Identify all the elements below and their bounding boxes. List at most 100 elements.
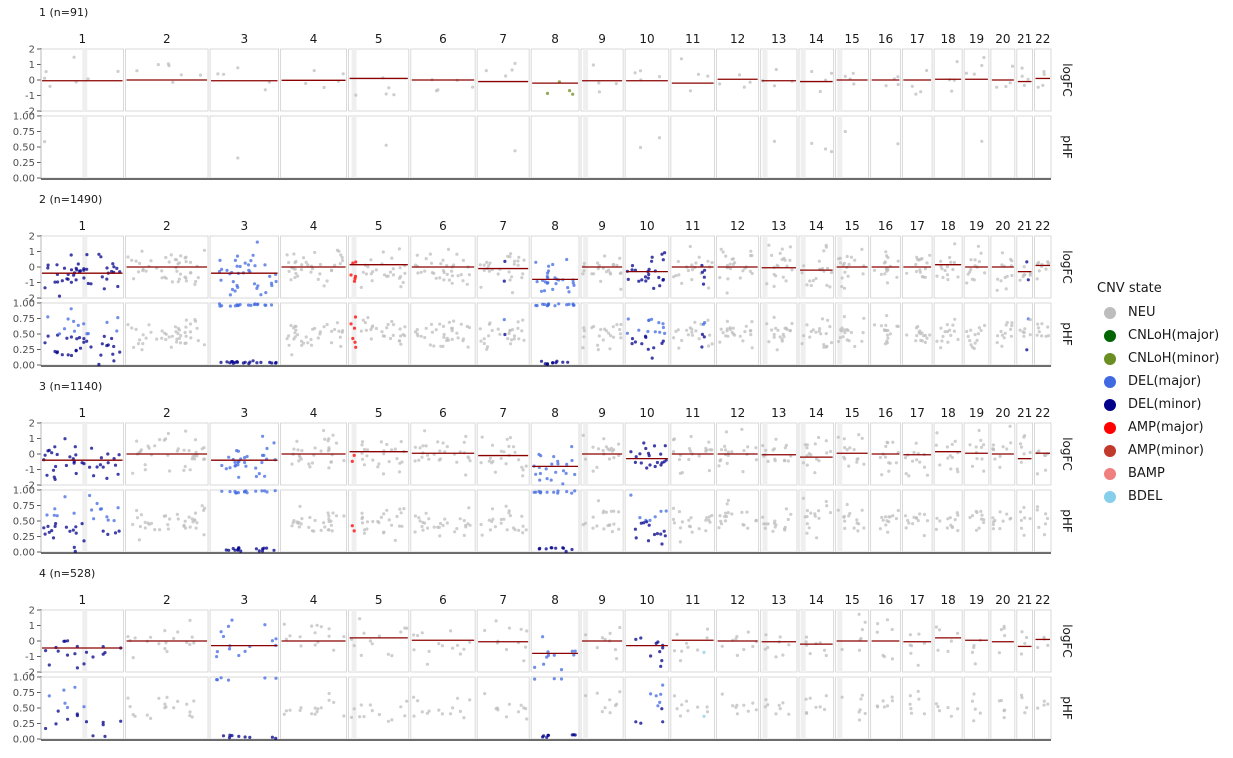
phf-point: [316, 336, 320, 340]
logfc-point: [591, 445, 595, 449]
phf-point: [362, 715, 366, 719]
logfc-point: [1008, 81, 1012, 85]
logfc-point: [1005, 447, 1009, 451]
legend-item: CNLoH(major): [1097, 324, 1233, 347]
logfc-point: [838, 256, 842, 260]
phf-point: [504, 504, 508, 508]
phf-point: [814, 330, 818, 334]
phf-points: [412, 695, 472, 720]
logfc-points: [718, 73, 752, 89]
legend-label: DEL(major): [1128, 374, 1202, 389]
logfc-point: [862, 462, 866, 466]
phf-point: [438, 521, 443, 526]
logfc-point: [391, 267, 395, 271]
logfc-point: [689, 434, 693, 439]
phf-point: [116, 316, 120, 320]
logfc-point: [546, 269, 551, 273]
phf-point: [582, 329, 586, 333]
phf-point: [618, 327, 622, 332]
logfc-point: [675, 632, 679, 637]
phf-point: [853, 344, 857, 349]
logfc-point: [533, 665, 537, 670]
logfc-point: [534, 260, 538, 264]
chromosome-label: 5: [375, 219, 383, 233]
logfc-point: [370, 279, 374, 283]
facet-frame: [760, 115, 798, 179]
logfc-point: [502, 450, 506, 454]
phf-point: [202, 508, 206, 512]
phf-points: [282, 691, 346, 718]
phf-point: [1036, 322, 1040, 326]
logfc-point: [194, 279, 198, 284]
gap-band: [762, 116, 768, 178]
logfc-point: [676, 259, 680, 264]
logfc-point: [788, 258, 792, 262]
legend-label: AMP(major): [1128, 420, 1204, 435]
legend-item: CNLoH(minor): [1097, 347, 1233, 370]
logfc-point: [68, 455, 72, 459]
logfc-points: [934, 625, 960, 654]
phf-point: [542, 734, 546, 738]
phf-point: [619, 336, 623, 340]
logfc-point: [1036, 645, 1040, 650]
phf-point: [561, 360, 565, 364]
phf-point: [652, 346, 656, 350]
facet-frame: [835, 422, 870, 486]
logfc-point: [914, 262, 918, 267]
phf-points: [718, 319, 754, 350]
phf-point: [847, 514, 851, 518]
chromosome-label: 2: [163, 219, 171, 233]
facet-frame: [1016, 302, 1033, 366]
logfc-point: [934, 443, 939, 447]
chromosome-label: 9: [598, 219, 606, 233]
phf-point: [76, 323, 80, 327]
facet-frame: [476, 235, 530, 299]
facet-frame: [835, 676, 870, 740]
phf-point: [188, 525, 192, 529]
logfc-point: [934, 625, 939, 629]
logfc-point: [851, 71, 855, 75]
logfc-point: [969, 268, 973, 272]
y-tick-label: 0.75: [13, 688, 35, 699]
phf-point: [725, 319, 730, 323]
chromosome-label: 19: [969, 593, 984, 607]
facet-frame: [870, 48, 901, 112]
phf-point: [293, 335, 297, 339]
phf-point: [906, 518, 910, 523]
y-tick-label: 0.25: [13, 345, 35, 356]
phf-point: [680, 338, 684, 343]
facet-frame: [580, 422, 624, 486]
phf-point: [896, 508, 900, 513]
phf-point: [342, 714, 346, 718]
logfc-point: [73, 445, 77, 449]
logfc-point: [73, 652, 77, 656]
phf-point: [661, 683, 665, 687]
logfc-point: [66, 639, 70, 643]
chromosome-label: 22: [1035, 406, 1050, 420]
logfc-point: [979, 438, 983, 442]
logfc-point: [105, 266, 109, 270]
logfc-point: [390, 654, 394, 658]
phf-point: [652, 532, 657, 537]
phf-point: [353, 340, 357, 344]
facet-frame: [835, 115, 870, 179]
phf-point: [447, 320, 451, 324]
logfc-point: [920, 257, 924, 261]
phf-point: [690, 530, 694, 534]
phf-point: [595, 691, 599, 695]
phf-point: [57, 332, 62, 336]
logfc-point: [310, 624, 314, 628]
logfc-point: [581, 272, 585, 276]
phf-point: [1023, 711, 1027, 715]
logfc-point: [688, 89, 693, 93]
logfc-point: [319, 625, 323, 629]
phf-point: [176, 517, 180, 521]
logfc-point: [78, 269, 83, 273]
logfc-point: [720, 644, 724, 648]
facet-frame: [716, 676, 760, 740]
chromosome-label: 14: [809, 219, 824, 233]
logfc-point: [499, 456, 503, 461]
phf-point: [168, 517, 172, 521]
logfc-point: [772, 447, 777, 451]
phf-point: [1028, 318, 1032, 322]
